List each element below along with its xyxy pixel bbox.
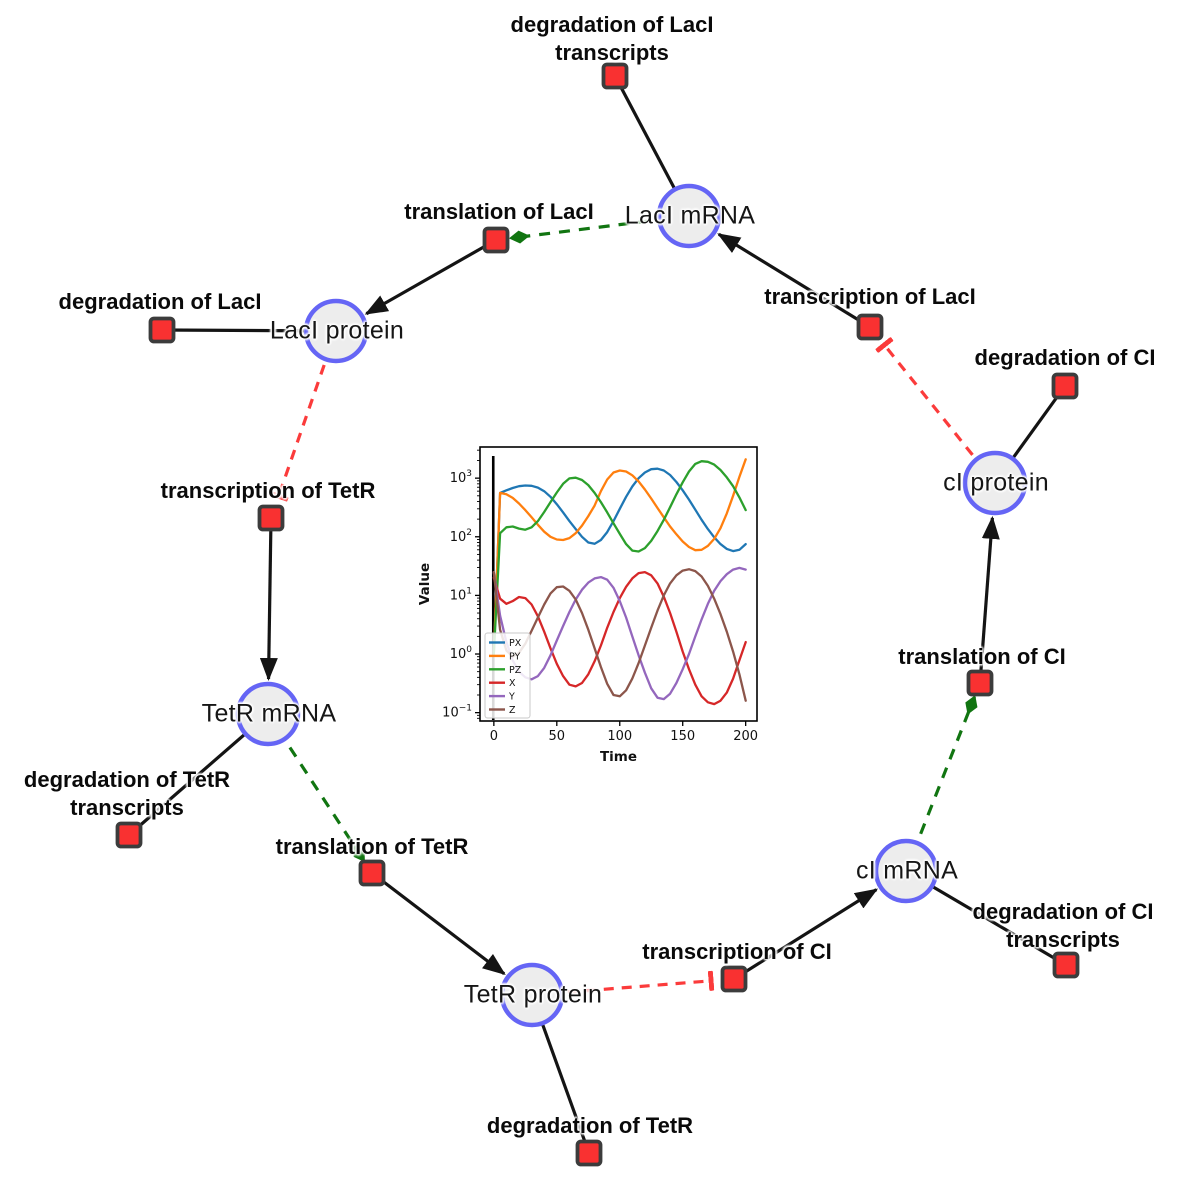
reaction-label-translation-ci: translation of CI: [898, 644, 1066, 669]
edge-production-transcription-tetr-to-tetr-mrna: [259, 517, 278, 682]
reaction-node-transcription-laci[interactable]: [856, 313, 884, 341]
simulation-chart-svg: 103 102 101 100 10−1 0 50 100 150 200 Time Value PX P…: [417, 446, 758, 765]
x-tick-label: 150: [670, 729, 695, 744]
x-tick-label: 50: [549, 729, 566, 744]
species-label-ci-protein: cI protein: [943, 468, 1049, 497]
edge-production-transcription-laci-to-laci-mrna: [717, 232, 871, 329]
edge-production-translation-laci-to-laci-protein: [364, 238, 497, 316]
reaction-node-deg-laci[interactable]: [148, 316, 176, 344]
edge-inhibition-laci-protein-to-transcription-tetr: [268, 330, 338, 502]
reaction-label-translation-tetr: translation of TetR: [275, 834, 469, 859]
species-label-tetr-mrna: TetR mRNA: [201, 699, 337, 728]
edge-inhibition-ci-protein-to-transcription-laci: [875, 337, 997, 485]
simulation-chart: 103 102 101 100 10−1 0 50 100 150 200 Time Value PX P…: [415, 425, 775, 770]
legend-label-Z: Z: [509, 705, 516, 716]
reaction-node-deg-ci-transcripts[interactable]: [1052, 951, 1080, 979]
reaction-label-transcription-laci: transcription of LacI: [764, 284, 976, 309]
chart-curve-Z: [492, 568, 747, 702]
species-node-ci-mrna[interactable]: [873, 838, 939, 904]
y-axis-label: Value: [417, 563, 433, 605]
edge-production-translation-ci-to-ci-protein: [978, 515, 1000, 684]
chart-curve-Y: [492, 566, 747, 701]
species-label-laci-protein: LacI protein: [269, 316, 405, 345]
reaction-node-deg-tetr-transcripts[interactable]: [115, 821, 143, 849]
reaction-label-transcription-tetr: transcription of TetR: [160, 478, 376, 503]
reaction-label-deg-ci-transcripts: degradation of CI transcripts: [972, 899, 1154, 952]
chart-curve-PX: [492, 467, 747, 656]
reaction-label-deg-ci: degradation of CI: [974, 345, 1156, 370]
y-tick-label: 100: [450, 645, 473, 662]
y-tick-label: 10−1: [442, 704, 472, 721]
species-node-laci-mrna[interactable]: [656, 183, 722, 249]
chart-curve-X: [492, 570, 747, 706]
reaction-node-translation-tetr[interactable]: [358, 859, 386, 887]
chart-curve-PZ: [492, 460, 747, 656]
x-tick-label: 200: [733, 729, 758, 744]
species-node-laci-protein[interactable]: [303, 298, 369, 364]
y-tick-label: 101: [450, 586, 472, 603]
legend-label-PZ: PZ: [509, 665, 522, 676]
reaction-label-transcription-ci: transcription of CI: [642, 939, 832, 964]
legend-label-Y: Y: [508, 692, 515, 703]
reaction-label-deg-laci-transcripts: degradation of LacI transcripts: [510, 12, 714, 65]
legend-label-PY: PY: [509, 651, 521, 662]
reaction-node-translation-laci[interactable]: [482, 226, 510, 254]
legend-label-PX: PX: [509, 638, 522, 649]
legend-label-X: X: [509, 678, 516, 689]
reaction-node-transcription-tetr[interactable]: [257, 504, 285, 532]
edge-production-translation-tetr-to-tetr-protein: [371, 871, 506, 976]
x-tick-label: 100: [607, 729, 632, 744]
x-tick-label: 0: [490, 729, 498, 744]
species-label-ci-mrna: cI mRNA: [855, 856, 959, 885]
reaction-label-translation-laci: translation of LacI: [404, 199, 594, 224]
species-label-laci-mrna: LacI mRNA: [624, 201, 756, 230]
edge-inhibition-tetr-protein-to-transcription-ci: [531, 970, 715, 997]
chart-legend: [484, 632, 531, 719]
reaction-node-translation-ci[interactable]: [966, 669, 994, 697]
x-axis-label: Time: [600, 749, 637, 765]
reaction-label-deg-tetr-transcripts: degradation of TetR transcripts: [23, 767, 231, 820]
reaction-node-transcription-ci[interactable]: [720, 965, 748, 993]
reaction-label-deg-tetr: degradation of TetR: [486, 1113, 694, 1138]
species-node-tetr-protein[interactable]: [499, 962, 565, 1028]
reaction-node-deg-tetr[interactable]: [575, 1139, 603, 1167]
reaction-node-deg-ci[interactable]: [1051, 372, 1079, 400]
reaction-label-deg-laci: degradation of LacI: [58, 289, 262, 314]
species-node-ci-protein[interactable]: [962, 450, 1028, 516]
y-tick-label: 102: [450, 528, 472, 545]
edge-production-transcription-ci-to-ci-mrna: [733, 888, 879, 981]
species-label-tetr-protein: TetR protein: [463, 980, 603, 1009]
y-tick-label: 103: [450, 469, 472, 486]
species-node-tetr-mrna[interactable]: [235, 681, 301, 747]
reaction-node-deg-laci-transcripts[interactable]: [601, 62, 629, 90]
